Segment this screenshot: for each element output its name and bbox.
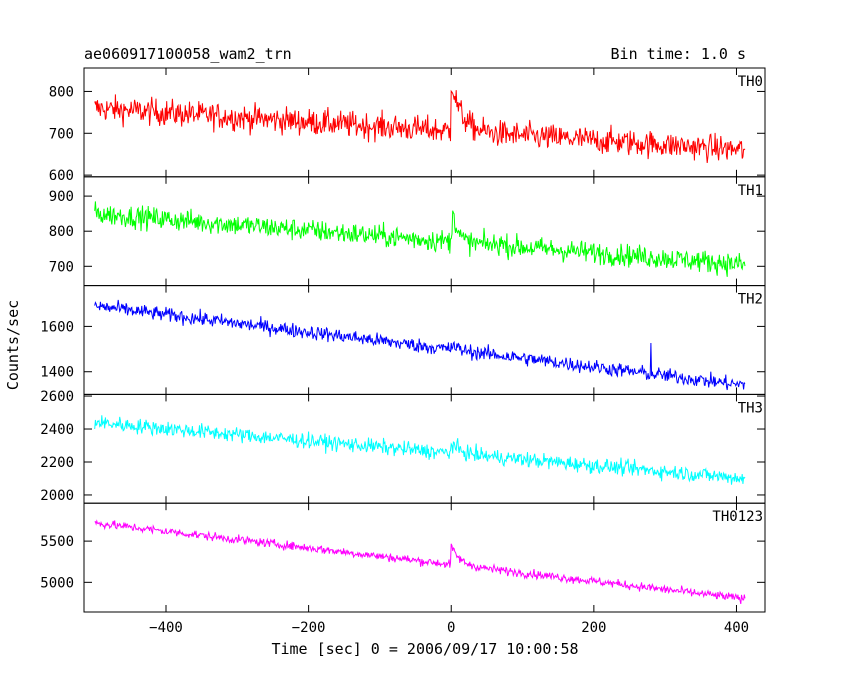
panel-th1: 700 800 900 TH1 (49, 176, 766, 287)
series-line-th1 (94, 201, 746, 277)
panel-th0: 600 700 800 TH0 (49, 67, 766, 184)
y-tick-label: 800 (49, 224, 74, 240)
x-axis-label: Time [sec] 0 = 2006/09/17 10:00:58 (271, 640, 578, 658)
panel-th3: 2000 2200 2400 2600 TH3 (40, 389, 766, 504)
y-tick-label: 5000 (40, 575, 74, 591)
y-tick-label: 900 (49, 189, 74, 205)
panel-label-th0: TH0 (738, 74, 763, 90)
series-line-th0123 (94, 519, 746, 605)
panel-frame (83, 67, 766, 178)
panel-th2: 1400 1600 TH2 (40, 285, 766, 395)
x-tick-label: −400 (149, 620, 183, 636)
series-line-th2 (94, 299, 746, 391)
x-tick-label: 200 (581, 620, 606, 636)
chart-title: ae060917100058_wam2_trn (84, 45, 292, 63)
series-line-th3 (94, 415, 746, 485)
panel-frame (83, 502, 766, 613)
x-tick-label: 400 (724, 620, 749, 636)
y-tick-label: 600 (49, 168, 74, 184)
y-tick-label: 2200 (40, 455, 74, 471)
bin-time-label: Bin time: 1.0 s (611, 45, 746, 63)
panel-label-th0123: TH0123 (712, 509, 763, 525)
x-tick-label: 0 (447, 620, 455, 636)
panel-label-th3: TH3 (738, 400, 763, 416)
y-axis-label: Counts/sec (4, 300, 22, 390)
y-tick-label: 5500 (40, 534, 74, 550)
y-tick-label: 700 (49, 259, 74, 275)
y-tick-label: 1400 (40, 365, 74, 381)
y-tick-label: 800 (49, 84, 74, 100)
panel-frame (83, 176, 766, 287)
panel-label-th2: TH2 (738, 292, 763, 308)
panel-th0123: 5000 5500 TH0123 (40, 502, 766, 613)
x-axis: −400 −200 0 200 400 (149, 620, 749, 636)
x-tick-label: −200 (292, 620, 326, 636)
y-tick-label: 2400 (40, 422, 74, 438)
panel-label-th1: TH1 (738, 183, 763, 199)
y-tick-label: 2600 (40, 389, 74, 405)
y-tick-label: 2000 (40, 488, 74, 504)
y-tick-label: 700 (49, 126, 74, 142)
y-tick-label: 1600 (40, 319, 74, 335)
series-line-th0 (94, 89, 746, 164)
